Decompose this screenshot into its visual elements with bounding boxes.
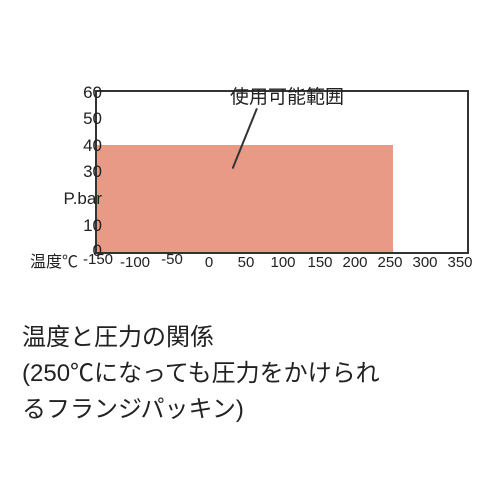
- x-tick--100: -100: [120, 255, 150, 270]
- chart-container: 60 50 40 30 P.bar 10 0 温度℃ -150 -100 -50…: [20, 90, 480, 310]
- x-tick-200: 200: [342, 255, 367, 270]
- x-axis-title: 温度℃: [30, 255, 78, 271]
- x-tick-50: 50: [238, 255, 255, 270]
- caption: 温度と圧力の関係 (250℃になっても圧力をかけられ るフランジパッキン): [22, 320, 482, 428]
- x-tick--50: -50: [161, 252, 183, 267]
- y-tick-50: 50: [52, 110, 102, 127]
- plot-area: [95, 90, 469, 254]
- caption-line3: るフランジパッキン): [22, 392, 482, 428]
- y-tick-60: 60: [52, 84, 102, 101]
- x-tick-300: 300: [412, 255, 437, 270]
- x-tick-100: 100: [270, 255, 295, 270]
- y-tick-10: 10: [52, 217, 102, 234]
- x-tick-0: 0: [205, 255, 213, 270]
- x-tick-150: 150: [307, 255, 332, 270]
- caption-line1: 温度と圧力の関係: [22, 320, 482, 356]
- x-tick-250: 250: [377, 255, 402, 270]
- legend-label: 使用可能範囲: [230, 88, 344, 107]
- x-tick-350: 350: [447, 255, 472, 270]
- y-axis-title: P.bar: [32, 190, 102, 207]
- x-tick--150: -150: [83, 252, 113, 267]
- caption-line2: (250℃になっても圧力をかけられ: [22, 356, 482, 392]
- y-tick-30: 30: [52, 163, 102, 180]
- usable-range-region: [97, 145, 393, 252]
- y-tick-40: 40: [52, 137, 102, 154]
